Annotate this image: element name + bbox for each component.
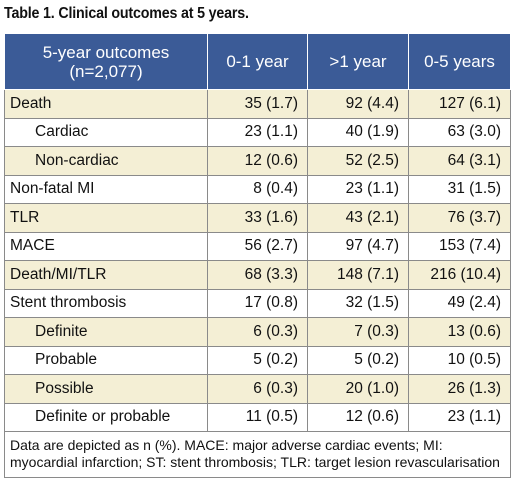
table-row: Non-cardiac 12 (0.6) 52 (2.5) 64 (3.1) [4,146,511,176]
table-row: Death/MI/TLR 68 (3.3) 148 (7.1) 216 (10.… [4,260,511,290]
cell-over-1-year: 148 (7.1) [307,260,409,290]
table-row: Cardiac 23 (1.1) 40 (1.9) 63 (3.0) [4,117,511,147]
table-row: MACE 56 (2.7) 97 (4.7) 153 (7.4) [4,231,511,261]
cell-0-5-years: 127 (6.1) [408,89,511,119]
cell-0-1-year: 33 (1.6) [207,203,308,233]
outcomes-table: 5-year outcomes (n=2,077) 0-1 year >1 ye… [4,33,511,478]
cell-0-1-year: 8 (0.4) [207,174,308,204]
header-over-1-year: >1 year [307,33,409,90]
row-label: MACE [4,231,208,261]
cell-0-1-year: 56 (2.7) [207,231,308,261]
header-0-1-year: 0-1 year [207,33,308,90]
header-outcomes: 5-year outcomes (n=2,077) [4,33,208,90]
row-label: Definite or probable [4,402,208,432]
header-0-5-years: 0-5 years [408,33,511,90]
header-row: 5-year outcomes (n=2,077) 0-1 year >1 ye… [4,33,511,90]
row-label: Probable [4,345,208,375]
table-row: Probable 5 (0.2) 5 (0.2) 10 (0.5) [4,345,511,375]
cell-over-1-year: 20 (1.0) [307,374,409,404]
outcomes-table-container: 5-year outcomes (n=2,077) 0-1 year >1 ye… [4,33,511,478]
cell-0-1-year: 12 (0.6) [207,146,308,176]
cell-0-5-years: 13 (0.6) [408,317,511,347]
cell-over-1-year: 40 (1.9) [307,117,409,147]
row-label: Stent thrombosis [4,288,208,318]
cell-over-1-year: 52 (2.5) [307,146,409,176]
table-row: Stent thrombosis 17 (0.8) 32 (1.5) 49 (2… [4,288,511,318]
row-label: Death/MI/TLR [4,260,208,290]
row-label: Cardiac [4,117,208,147]
table-row: Definite or probable 11 (0.5) 12 (0.6) 2… [4,402,511,432]
footnote-row: Data are depicted as n (%). MACE: major … [4,431,511,478]
cell-0-5-years: 49 (2.4) [408,288,511,318]
cell-0-1-year: 23 (1.1) [207,117,308,147]
cell-0-1-year: 5 (0.2) [207,345,308,375]
row-label: Possible [4,374,208,404]
row-label: Non-fatal MI [4,174,208,204]
cell-0-5-years: 64 (3.1) [408,146,511,176]
cell-0-1-year: 68 (3.3) [207,260,308,290]
cell-0-1-year: 35 (1.7) [207,89,308,119]
table-row: TLR 33 (1.6) 43 (2.1) 76 (3.7) [4,203,511,233]
table-footnote: Data are depicted as n (%). MACE: major … [4,431,511,478]
cell-over-1-year: 5 (0.2) [307,345,409,375]
cell-over-1-year: 92 (4.4) [307,89,409,119]
cell-over-1-year: 97 (4.7) [307,231,409,261]
cell-0-5-years: 63 (3.0) [408,117,511,147]
header-outcomes-line1: 5-year outcomes [42,42,170,62]
cell-0-1-year: 17 (0.8) [207,288,308,318]
row-label: Non-cardiac [4,146,208,176]
cell-0-5-years: 26 (1.3) [408,374,511,404]
header-outcomes-line2: (n=2,077) [69,61,143,81]
cell-over-1-year: 7 (0.3) [307,317,409,347]
row-label: TLR [4,203,208,233]
cell-over-1-year: 23 (1.1) [307,174,409,204]
table-row: Death 35 (1.7) 92 (4.4) 127 (6.1) [4,89,511,119]
table-title: Table 1. Clinical outcomes at 5 years. [4,5,249,22]
cell-0-5-years: 31 (1.5) [408,174,511,204]
cell-over-1-year: 43 (2.1) [307,203,409,233]
cell-over-1-year: 12 (0.6) [307,402,409,432]
cell-over-1-year: 32 (1.5) [307,288,409,318]
cell-0-5-years: 216 (10.4) [408,260,511,290]
cell-0-1-year: 6 (0.3) [207,374,308,404]
table-row: Definite 6 (0.3) 7 (0.3) 13 (0.6) [4,317,511,347]
cell-0-5-years: 76 (3.7) [408,203,511,233]
cell-0-1-year: 6 (0.3) [207,317,308,347]
cell-0-5-years: 153 (7.4) [408,231,511,261]
table-row: Non-fatal MI 8 (0.4) 23 (1.1) 31 (1.5) [4,174,511,204]
table-row: Possible 6 (0.3) 20 (1.0) 26 (1.3) [4,374,511,404]
cell-0-5-years: 23 (1.1) [408,402,511,432]
cell-0-5-years: 10 (0.5) [408,345,511,375]
row-label: Definite [4,317,208,347]
cell-0-1-year: 11 (0.5) [207,402,308,432]
row-label: Death [4,89,208,119]
